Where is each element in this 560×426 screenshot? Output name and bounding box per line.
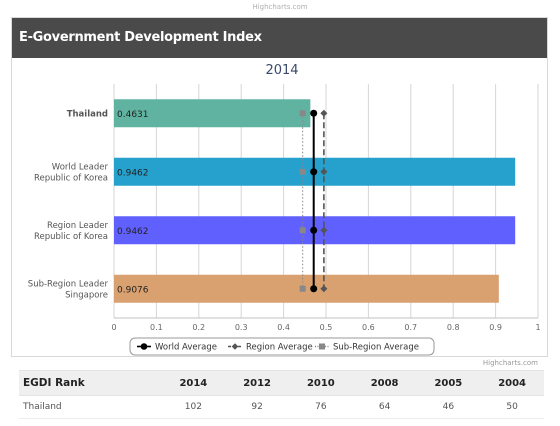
table-row: Thailand 102 92 76 64 46 50 xyxy=(19,395,544,419)
reference-marker[interactable] xyxy=(320,109,328,117)
x-axis: 0 0.1 0.2 0.3 0.4 0.5 0.6 0.7 0.8 0.9 1 xyxy=(111,317,541,332)
x-tick-label: 0 xyxy=(111,323,116,332)
table-cell: 46 xyxy=(416,395,481,419)
x-tick-label: 0.2 xyxy=(192,323,205,332)
table-header: EGDI Rank xyxy=(19,370,162,396)
reference-marker[interactable] xyxy=(310,168,318,176)
x-tick-label: 0.4 xyxy=(277,323,290,332)
bar-value-label: 0.9076 xyxy=(117,285,149,295)
reference-marker[interactable] xyxy=(320,168,328,176)
reference-marker[interactable] xyxy=(310,226,318,234)
credit-top[interactable]: Highcharts.com xyxy=(252,3,308,11)
x-tick-label: 0.7 xyxy=(404,323,417,332)
reference-marker[interactable] xyxy=(299,227,306,234)
x-tick-label: 0.9 xyxy=(489,323,502,332)
legend-item-label[interactable]: World Average xyxy=(155,343,217,353)
chart-title: 2014 xyxy=(265,63,298,78)
reference-marker[interactable] xyxy=(310,109,318,117)
table-cell: 92 xyxy=(225,395,289,419)
table-header: 2005 xyxy=(416,370,481,396)
reference-marker[interactable] xyxy=(299,285,306,292)
x-tick-label: 0.3 xyxy=(235,323,248,332)
x-tick-label: 0.8 xyxy=(447,323,460,332)
table-cell: 64 xyxy=(352,395,417,419)
reference-marker[interactable] xyxy=(299,110,306,117)
reference-marker[interactable] xyxy=(310,285,318,293)
category-label: World Leader xyxy=(52,162,109,172)
x-tick-label: 0.5 xyxy=(320,323,333,332)
table-cell: Thailand xyxy=(19,395,162,419)
bar-value-label: 0.9462 xyxy=(117,227,149,237)
category-label: Republic of Korea xyxy=(34,173,108,183)
table-header-row: EGDI Rank 2014 2012 2010 2008 2005 2004 xyxy=(19,370,544,396)
reference-marker[interactable] xyxy=(320,226,328,234)
legend-box xyxy=(129,337,435,356)
table-header: 2012 xyxy=(225,370,289,396)
legend-item-label[interactable]: Region Average xyxy=(246,343,313,353)
panel-title: E-Government Development Index xyxy=(19,30,262,45)
legend-item-label[interactable]: Sub-Region Average xyxy=(333,343,419,353)
table-cell: 102 xyxy=(161,395,226,419)
egdi-rank-table: EGDI Rank 2014 2012 2010 2008 2005 2004 … xyxy=(19,370,544,419)
table-header: 2010 xyxy=(288,370,353,396)
reference-marker[interactable] xyxy=(299,168,306,175)
reference-lines xyxy=(299,109,328,293)
category-label: Thailand xyxy=(67,109,108,119)
category-label: Region Leader xyxy=(47,221,108,231)
bar-value-label: 0.4631 xyxy=(117,110,149,120)
table-cell: 76 xyxy=(288,395,353,419)
credit-bottom[interactable]: Highcharts.com xyxy=(482,359,538,367)
bar[interactable] xyxy=(114,274,499,303)
category-label: Singapore xyxy=(65,290,108,300)
x-tick-label: 0.6 xyxy=(362,323,375,332)
reference-marker[interactable] xyxy=(320,285,328,293)
bar[interactable] xyxy=(114,99,311,128)
table-header: 2014 xyxy=(161,370,226,396)
legend-marker xyxy=(140,343,148,350)
table-cell: 50 xyxy=(480,395,544,419)
panel-header: E-Government Development Index xyxy=(12,18,547,58)
category-label: Sub-Region Leader xyxy=(28,279,109,289)
category-label: Republic of Korea xyxy=(34,232,108,242)
egdi-bar-chart: 2014 0.4631 0.9462 0.9462 0.9076 0 0.1 0.2 0.3… xyxy=(28,63,541,356)
x-tick-label: 0.1 xyxy=(150,323,163,332)
legend-marker xyxy=(319,343,325,350)
legend[interactable]: World Average Region Average Sub-Region Av… xyxy=(129,337,435,356)
table-header: 2004 xyxy=(480,370,544,396)
table-header: 2008 xyxy=(352,370,417,396)
x-tick-label: 1 xyxy=(535,323,540,332)
bar-value-label: 0.9462 xyxy=(117,168,149,178)
legend-marker xyxy=(231,343,239,350)
